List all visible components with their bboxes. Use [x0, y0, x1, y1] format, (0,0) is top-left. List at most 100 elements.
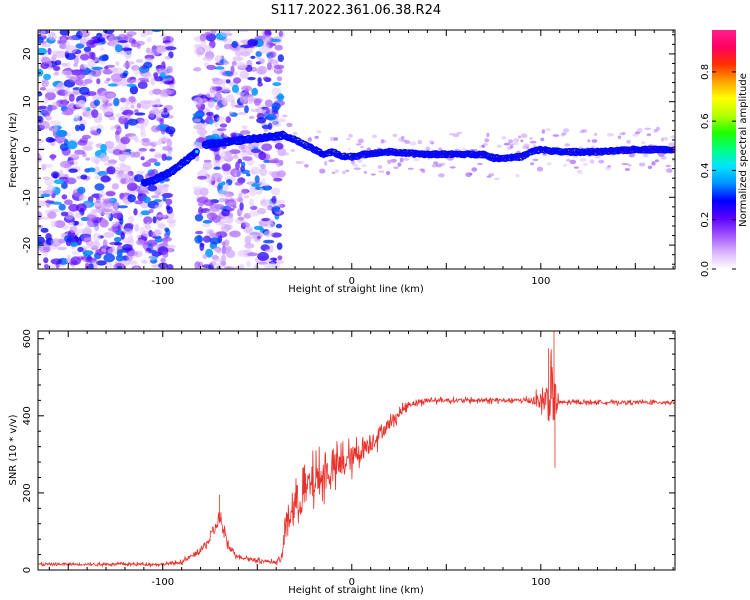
y-tick-label: 0 [22, 146, 33, 152]
noise-blob [119, 217, 124, 225]
noise-blob [216, 116, 227, 123]
halo-blob [371, 134, 378, 139]
noise-blob [64, 87, 71, 97]
noise-blob [135, 59, 144, 63]
noise-blob [222, 38, 233, 44]
noise-blob [265, 206, 272, 211]
noise-blob [111, 73, 123, 82]
noise-blob [240, 188, 248, 195]
noise-blob [249, 198, 255, 208]
noise-blob [202, 161, 213, 170]
noise-blob [237, 112, 247, 116]
noise-blob [92, 240, 101, 249]
noise-blob [40, 227, 49, 233]
noise-blob [216, 249, 222, 254]
noise-blob [61, 37, 67, 46]
noise-blob [80, 106, 89, 110]
noise-blob [214, 66, 225, 70]
noise-blob [117, 33, 128, 43]
noise-blob [261, 143, 273, 151]
spectrogram-x-axis-label: Height of straight line (km) [288, 284, 424, 295]
halo-blob [628, 153, 636, 158]
noise-blob [119, 177, 130, 185]
halo-blob [433, 161, 439, 165]
noise-blob [165, 126, 176, 135]
colorbar-ticks: 0.0 0.2 0.4 0.6 0.8 [700, 64, 736, 277]
noise-blob [70, 241, 79, 247]
noise-blob [98, 96, 104, 101]
noise-blob [128, 177, 133, 184]
noise-blob [276, 242, 283, 250]
noise-blob [203, 235, 211, 243]
noise-blob [154, 204, 163, 209]
noise-blob [111, 221, 119, 227]
noise-blob [198, 44, 203, 53]
noise-blob [140, 120, 145, 126]
halo-blob [360, 145, 364, 149]
noise-blob [51, 171, 60, 179]
halo-blob [314, 135, 319, 139]
halo-blob [594, 132, 598, 136]
noise-blob [124, 122, 129, 130]
halo-blob [541, 129, 546, 134]
noise-blob [98, 190, 106, 200]
noise-blob [164, 55, 171, 60]
noise-blob [80, 234, 92, 243]
noise-blob [68, 154, 81, 158]
noise-blob [153, 72, 159, 78]
noise-blob [50, 220, 57, 228]
noise-blob [81, 134, 92, 140]
halo-blob [552, 134, 560, 137]
noise-blob [113, 236, 122, 243]
noise-blob [213, 263, 222, 269]
halo-blob [290, 149, 296, 152]
noise-blob [213, 160, 221, 168]
noise-blob [129, 260, 138, 266]
noise-blob [52, 65, 61, 71]
halo-blob [292, 132, 298, 135]
noise-blob [202, 219, 213, 224]
noise-blob [38, 115, 44, 124]
noise-blob [88, 51, 94, 60]
halo-blob [390, 158, 397, 163]
halo-blob [621, 163, 629, 166]
halo-blob [282, 152, 290, 156]
noise-blob [74, 212, 83, 219]
noise-blob [53, 179, 65, 185]
noise-blob [243, 225, 253, 234]
noise-blob [231, 84, 240, 94]
noise-blob [60, 70, 73, 76]
noise-blob [259, 46, 272, 55]
noise-blob [224, 224, 233, 231]
noise-blob [206, 111, 214, 116]
noise-blob [38, 142, 42, 147]
noise-blob [38, 154, 43, 163]
noise-blob [263, 230, 274, 238]
noise-blob [122, 244, 133, 251]
noise-blob [127, 118, 139, 126]
noise-blob [193, 67, 202, 72]
halo-blob [282, 114, 288, 118]
halo-blob [392, 133, 398, 137]
noise-scatter [38, 30, 675, 269]
noise-blob [107, 227, 119, 232]
halo-blob [665, 164, 671, 168]
noise-blob [261, 124, 272, 130]
noise-blob [103, 30, 115, 34]
noise-blob [202, 56, 214, 62]
noise-blob [115, 61, 120, 66]
noise-blob [269, 262, 276, 269]
y-tick-label: 200 [22, 483, 33, 502]
halo-blob [569, 159, 577, 165]
halo-blob [348, 133, 353, 138]
noise-blob [112, 149, 123, 156]
noise-blob [197, 175, 207, 180]
noise-blob [164, 46, 177, 51]
y-tick-label: -20 [22, 237, 33, 253]
noise-blob [125, 99, 130, 108]
noise-blob [143, 61, 153, 69]
noise-blob [232, 154, 239, 160]
noise-blob [240, 47, 246, 52]
noise-blob [84, 51, 91, 55]
